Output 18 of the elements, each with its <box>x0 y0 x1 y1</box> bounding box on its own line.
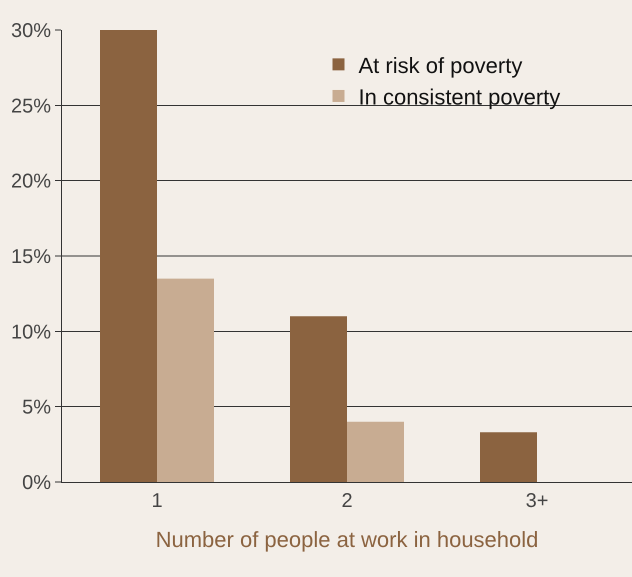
y-tick-label: 25% <box>10 95 52 118</box>
bar <box>347 422 404 482</box>
x-tick-label: 1 <box>151 490 163 512</box>
bar <box>157 278 214 482</box>
x-tick-label: 2 <box>341 490 353 512</box>
y-tick-label: 30% <box>10 20 52 42</box>
y-tick-label: 0% <box>22 472 52 494</box>
x-axis-title: Number of people at work in household <box>156 526 538 552</box>
y-tick-label: 20% <box>10 170 52 193</box>
legend-label: In consistent poverty <box>358 84 560 110</box>
y-tick-label: 10% <box>10 321 52 344</box>
bar <box>290 316 347 482</box>
y-tick-label: 15% <box>10 246 52 268</box>
y-tick-label: 5% <box>22 396 52 419</box>
bar <box>480 432 537 482</box>
bar <box>100 30 157 482</box>
legend-label: At risk of poverty <box>358 52 522 78</box>
x-tick-label: 3+ <box>526 490 548 512</box>
